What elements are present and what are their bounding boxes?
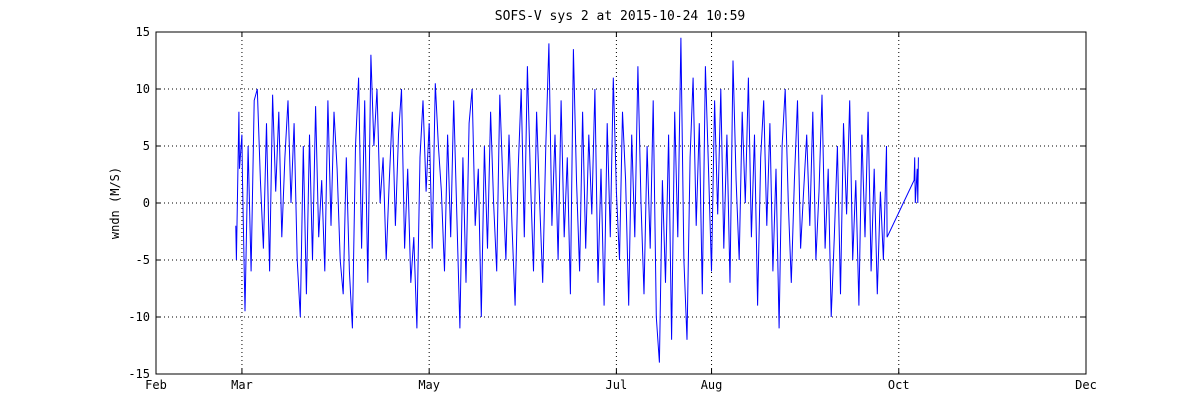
y-tick-label: -5	[136, 253, 150, 267]
y-tick-label: 10	[136, 82, 150, 96]
x-tick-label: Jul	[606, 378, 628, 392]
x-tick-label: Mar	[231, 378, 253, 392]
y-tick-label: 5	[143, 139, 150, 153]
x-tick-label: Feb	[145, 378, 167, 392]
y-axis: 15 10 5 0 -5 -10 -15	[128, 25, 1086, 381]
x-axis: Feb Mar May Jul Aug Oct Dec	[145, 32, 1097, 392]
x-tick-label: Oct	[888, 378, 910, 392]
y-tick-label: 0	[143, 196, 150, 210]
y-tick-label: 15	[136, 25, 150, 39]
series-line-wndn	[235, 37, 919, 363]
x-tick-label: May	[418, 378, 440, 392]
y-tick-label: -10	[128, 310, 150, 324]
chart-title: SOFS-V sys 2 at 2015-10-24 10:59	[495, 9, 745, 24]
x-tick-label: Dec	[1075, 378, 1097, 392]
x-tick-label: Aug	[701, 378, 723, 392]
y-axis-label: wndn (M/S)	[108, 167, 122, 239]
y-tick-label: -15	[128, 367, 150, 381]
